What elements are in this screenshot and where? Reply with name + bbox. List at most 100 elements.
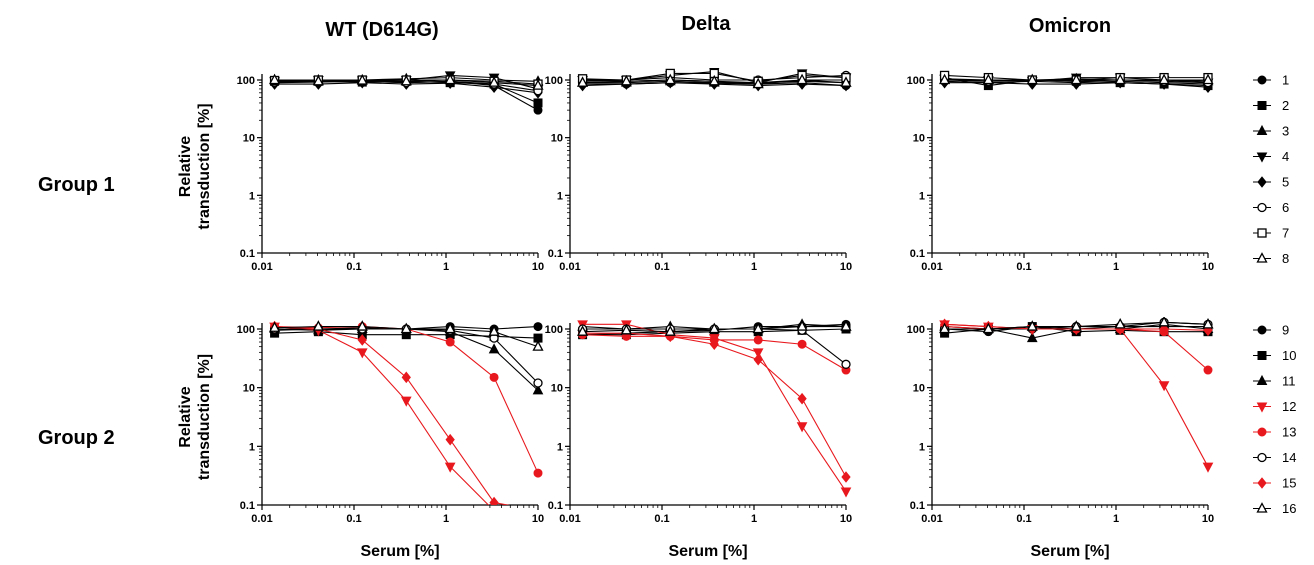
plot-area (268, 320, 544, 505)
x-tick-label: 1 (443, 513, 449, 525)
legend-item-14: 14 (1253, 450, 1296, 465)
y-tick-label: 1 (249, 441, 255, 453)
data-point-14-7 (533, 378, 543, 388)
legend-marker (1257, 202, 1267, 213)
data-point-16-7 (532, 340, 544, 351)
legend-label: 8 (1282, 251, 1289, 266)
legend-marker (1256, 252, 1268, 263)
x-tick-label: 0.1 (654, 261, 669, 273)
x-tick-label: 0.01 (921, 513, 942, 525)
data-point-15-3 (357, 334, 367, 346)
data-point-12-7 (1202, 462, 1214, 473)
data-point-16-1 (938, 322, 951, 334)
x-tick-label: 0.1 (654, 513, 669, 525)
y-axis-label: Relative (177, 386, 194, 447)
data-point-8-6 (796, 73, 808, 85)
data-point-8-5 (752, 77, 764, 89)
x-tick-label: 0.01 (559, 513, 580, 525)
y-tick-label: 0.1 (910, 248, 925, 260)
legend-item-10: 10 (1253, 348, 1296, 363)
x-tick-label: 1 (751, 513, 757, 525)
group-label-1: Group 1 (38, 174, 115, 196)
legend-label: 16 (1282, 501, 1296, 516)
data-point-16-2 (620, 323, 632, 335)
y-tick-label: 100 (907, 75, 925, 87)
data-point-12-5 (444, 462, 456, 473)
legend-label: 10 (1282, 348, 1296, 363)
y-tick-label: 100 (907, 324, 925, 336)
legend-label: 1 (1282, 73, 1289, 88)
data-point-8-4 (708, 74, 720, 86)
y-tick-label: 0.1 (910, 500, 925, 512)
data-point-13-6 (797, 339, 807, 349)
x-tick-label: 0.1 (1016, 261, 1031, 273)
data-point-16-2 (312, 320, 324, 331)
legend-label: 6 (1282, 200, 1289, 215)
data-point-8-6 (488, 76, 500, 87)
data-point-12-7 (840, 487, 852, 498)
y-tick-label: 10 (913, 133, 925, 145)
legend-item-8: 8 (1253, 251, 1289, 266)
data-point-16-6 (488, 325, 500, 336)
y-tick-label: 0.1 (548, 248, 563, 260)
data-point-12-6 (1158, 381, 1170, 392)
y-tick-label: 10 (913, 383, 925, 395)
legend-label: 12 (1282, 399, 1296, 414)
y-tick-label: 1 (919, 190, 925, 202)
data-point-8-5 (1114, 73, 1126, 85)
data-point-8-2 (982, 73, 994, 85)
series-16 (268, 320, 544, 351)
legend-marker (1257, 351, 1267, 360)
legend-label: 11 (1282, 374, 1296, 389)
data-point-8-7 (840, 76, 852, 87)
y-tick-label: 100 (545, 75, 563, 87)
y-tick-label: 10 (243, 383, 255, 395)
legend-item-11: 11 (1253, 374, 1296, 389)
legend-item-12: 12 (1253, 399, 1296, 414)
data-point-16-1 (268, 321, 281, 332)
legend-marker (1257, 101, 1267, 110)
y-tick-label: 10 (243, 133, 255, 145)
data-point-13-5 (753, 335, 763, 345)
legend-label: 5 (1282, 175, 1289, 190)
data-point-16-3 (664, 325, 676, 336)
data-point-16-5 (752, 322, 764, 334)
x-tick-label: 10 (532, 261, 544, 273)
data-point-11-6 (488, 343, 500, 354)
x-tick-label: 1 (443, 261, 449, 273)
data-point-16-4 (400, 322, 412, 334)
y-tick-label: 100 (237, 324, 255, 336)
y-axis-label: transduction [%] (196, 354, 213, 480)
legend-marker (1256, 124, 1268, 135)
series-16 (938, 317, 1214, 334)
data-point-8-4 (1070, 73, 1082, 85)
series-15 (269, 320, 539, 505)
data-point-12-6 (796, 422, 808, 433)
legend-item-4: 4 (1253, 149, 1289, 164)
data-point-13-7 (533, 468, 543, 478)
legend-label: 7 (1282, 226, 1289, 241)
data-point-15-5 (445, 433, 455, 446)
data-point-8-1 (268, 73, 281, 85)
series-line-15 (582, 332, 847, 478)
data-point-15-6 (489, 496, 499, 505)
legend-label: 3 (1282, 124, 1289, 139)
data-point-8-7 (1202, 73, 1214, 85)
plot-area (268, 71, 544, 115)
column-title-delta: Delta (682, 13, 732, 35)
legend-item-5: 5 (1253, 175, 1289, 190)
legend-marker (1257, 176, 1267, 188)
data-point-15-4 (401, 371, 411, 384)
y-tick-label: 0.1 (240, 500, 255, 512)
legend-marker (1256, 374, 1268, 385)
series-16 (576, 320, 852, 336)
data-point-15-6 (797, 392, 807, 405)
x-tick-label: 1 (751, 261, 757, 273)
data-point-13-5 (445, 337, 455, 347)
data-point-11-7 (532, 384, 544, 395)
data-point-16-7 (1202, 317, 1214, 329)
